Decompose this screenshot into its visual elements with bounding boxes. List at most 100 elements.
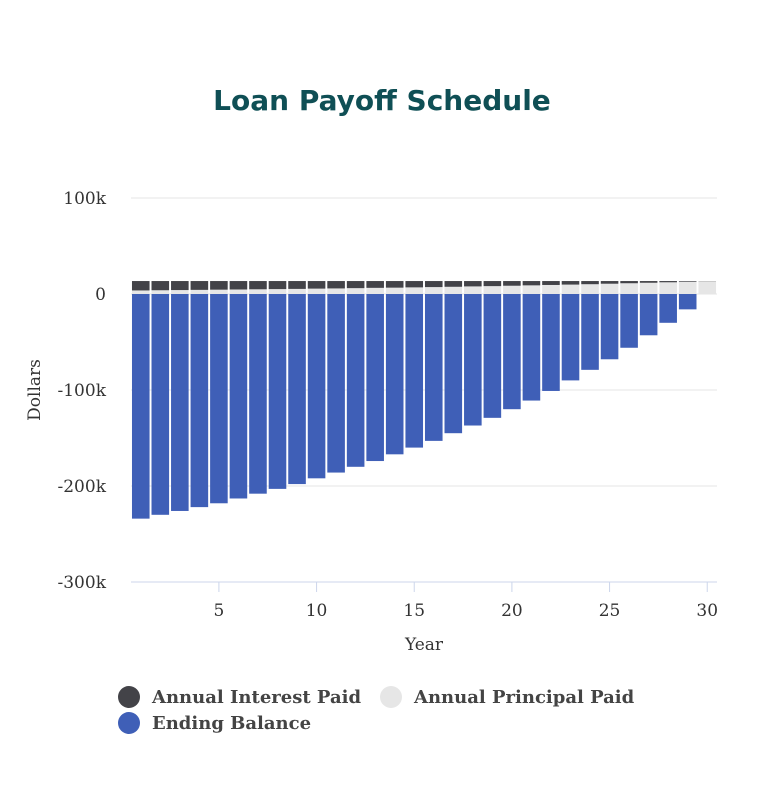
bar-interest[interactable] bbox=[659, 281, 677, 283]
bar-interest[interactable] bbox=[171, 281, 189, 291]
bar-interest[interactable] bbox=[405, 281, 424, 288]
bar-principal[interactable] bbox=[464, 286, 482, 294]
legend-item-principal[interactable]: Annual Principal Paid bbox=[380, 686, 634, 708]
bar-ending-balance[interactable] bbox=[151, 294, 170, 515]
bar-interest[interactable] bbox=[151, 281, 170, 291]
bar-principal[interactable] bbox=[659, 282, 677, 294]
bar-ending-balance[interactable] bbox=[210, 294, 228, 504]
bar-ending-balance[interactable] bbox=[249, 294, 267, 494]
bar-ending-balance[interactable] bbox=[229, 294, 248, 499]
bar-principal[interactable] bbox=[288, 288, 306, 294]
bar-ending-balance[interactable] bbox=[600, 294, 619, 360]
bar-principal[interactable] bbox=[229, 289, 248, 294]
bar-ending-balance[interactable] bbox=[678, 294, 697, 310]
bar-interest[interactable] bbox=[385, 281, 404, 288]
bar-ending-balance[interactable] bbox=[581, 294, 599, 370]
bar-ending-balance[interactable] bbox=[268, 294, 287, 489]
bar-interest[interactable] bbox=[268, 281, 287, 290]
bar-interest[interactable] bbox=[639, 281, 658, 283]
bar-interest[interactable] bbox=[131, 281, 150, 291]
bar-interest[interactable] bbox=[444, 281, 463, 287]
bar-principal[interactable] bbox=[327, 288, 345, 294]
bar-ending-balance[interactable] bbox=[190, 294, 209, 508]
bar-ending-balance[interactable] bbox=[561, 294, 580, 381]
bar-ending-balance[interactable] bbox=[659, 294, 677, 323]
bar-principal[interactable] bbox=[698, 281, 717, 294]
bar-ending-balance[interactable] bbox=[346, 294, 365, 467]
bar-ending-balance[interactable] bbox=[288, 294, 306, 485]
bar-ending-balance[interactable] bbox=[405, 294, 424, 448]
legend-label: Annual Interest Paid bbox=[152, 686, 362, 708]
bar-principal[interactable] bbox=[444, 286, 463, 294]
bar-principal[interactable] bbox=[385, 287, 404, 294]
bar-ending-balance[interactable] bbox=[171, 294, 189, 511]
bar-principal[interactable] bbox=[581, 284, 599, 294]
bar-interest[interactable] bbox=[522, 281, 541, 286]
bar-ending-balance[interactable] bbox=[131, 294, 150, 519]
bar-ending-balance[interactable] bbox=[424, 294, 443, 441]
bar-interest[interactable] bbox=[424, 281, 443, 288]
bar-interest[interactable] bbox=[620, 281, 638, 284]
bar-principal[interactable] bbox=[210, 289, 228, 294]
bar-interest[interactable] bbox=[542, 281, 560, 285]
x-tick-label: 15 bbox=[403, 601, 425, 621]
bar-principal[interactable] bbox=[639, 282, 658, 294]
bar-principal[interactable] bbox=[171, 290, 189, 294]
bar-interest[interactable] bbox=[346, 281, 365, 289]
legend-label: Annual Principal Paid bbox=[414, 686, 635, 708]
bar-principal[interactable] bbox=[346, 288, 365, 294]
bar-interest[interactable] bbox=[581, 281, 599, 285]
bar-interest[interactable] bbox=[327, 281, 345, 289]
bar-principal[interactable] bbox=[424, 287, 443, 294]
bar-ending-balance[interactable] bbox=[620, 294, 638, 348]
bars bbox=[131, 281, 717, 519]
legend-item-balance[interactable]: Ending Balance bbox=[118, 712, 311, 734]
bar-interest[interactable] bbox=[600, 281, 619, 284]
bar-principal[interactable] bbox=[366, 287, 384, 294]
bar-principal[interactable] bbox=[678, 281, 697, 294]
bar-principal[interactable] bbox=[151, 290, 170, 294]
bar-principal[interactable] bbox=[307, 288, 326, 294]
bar-ending-balance[interactable] bbox=[366, 294, 384, 462]
bar-ending-balance[interactable] bbox=[522, 294, 541, 401]
bar-principal[interactable] bbox=[620, 283, 638, 294]
bar-principal[interactable] bbox=[249, 289, 267, 294]
bar-interest[interactable] bbox=[190, 281, 209, 290]
bar-ending-balance[interactable] bbox=[503, 294, 521, 410]
bar-ending-balance[interactable] bbox=[542, 294, 560, 391]
bar-interest[interactable] bbox=[210, 281, 228, 290]
bar-principal[interactable] bbox=[190, 289, 209, 294]
bar-ending-balance[interactable] bbox=[483, 294, 502, 418]
bar-ending-balance[interactable] bbox=[639, 294, 658, 336]
bar-principal[interactable] bbox=[522, 285, 541, 294]
bar-principal[interactable] bbox=[405, 287, 424, 294]
bar-ending-balance[interactable] bbox=[385, 294, 404, 455]
bar-principal[interactable] bbox=[561, 284, 580, 294]
bar-interest[interactable] bbox=[307, 281, 326, 289]
bar-ending-balance[interactable] bbox=[307, 294, 326, 479]
bar-principal[interactable] bbox=[131, 290, 150, 294]
bar-interest[interactable] bbox=[483, 281, 502, 287]
bar-interest[interactable] bbox=[464, 281, 482, 287]
bar-interest[interactable] bbox=[229, 281, 248, 290]
bar-interest[interactable] bbox=[288, 281, 306, 289]
bar-principal[interactable] bbox=[268, 289, 287, 294]
bar-interest[interactable] bbox=[678, 281, 697, 282]
bar-interest[interactable] bbox=[366, 281, 384, 288]
axes: 100k 0 -100k -200k -300k 5 10 15 20 25 30 bbox=[58, 189, 719, 621]
bar-ending-balance[interactable] bbox=[464, 294, 482, 426]
bar-principal[interactable] bbox=[503, 285, 521, 294]
bar-ending-balance[interactable] bbox=[327, 294, 345, 473]
bar-interest[interactable] bbox=[561, 281, 580, 285]
bar-ending-balance[interactable] bbox=[444, 294, 463, 434]
bar-interest[interactable] bbox=[503, 281, 521, 286]
legend-item-interest[interactable]: Annual Interest Paid bbox=[118, 686, 361, 708]
x-tick-label: 20 bbox=[501, 601, 523, 621]
y-tick-label: 0 bbox=[95, 285, 106, 305]
bar-principal[interactable] bbox=[600, 283, 619, 294]
bar-principal[interactable] bbox=[542, 284, 560, 294]
bar-interest[interactable] bbox=[249, 281, 267, 290]
x-tick-label: 25 bbox=[599, 601, 621, 621]
bar-principal[interactable] bbox=[483, 286, 502, 294]
